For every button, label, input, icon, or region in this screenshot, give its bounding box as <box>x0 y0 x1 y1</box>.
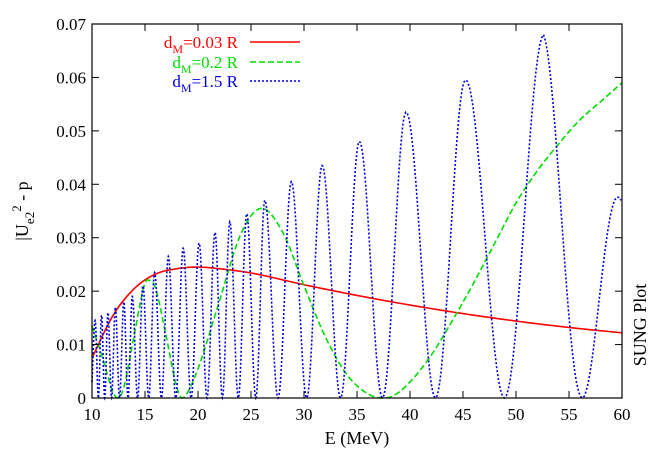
y-axis-title-tail: - p <box>12 181 32 205</box>
x-tick-label-15: 15 <box>137 405 154 424</box>
x-tick-label-10: 10 <box>84 405 101 424</box>
legend-label-tail-3: =1.5 R <box>192 72 239 91</box>
x-tick-label-55: 55 <box>561 405 578 424</box>
x-tick-label-20: 20 <box>190 405 207 424</box>
y-tick-label-0.06: 0.06 <box>56 68 86 87</box>
y-tick-label-0.07: 0.07 <box>56 15 86 34</box>
y-tick-label-0.04: 0.04 <box>56 175 86 194</box>
x-tick-label-45: 45 <box>455 405 472 424</box>
y-tick-label-0.02: 0.02 <box>56 282 86 301</box>
y-axis-title-main: |U <box>12 224 32 241</box>
x-tick-label-50: 50 <box>508 405 525 424</box>
watermark-sung-plot: SUNG Plot <box>630 284 650 367</box>
x-tick-label-30: 30 <box>296 405 313 424</box>
tick-labels-layer: 10 15 20 25 30 35 40 45 50 55 60 0 0.01 0.02 0.03 0.04 0… <box>56 15 630 424</box>
x-tick-label-35: 35 <box>349 405 366 424</box>
y-axis-title-sub: e2 <box>22 212 37 224</box>
legend: dM=0.03 RdM=0.2 RdM=1.5 R <box>164 33 300 95</box>
y-axis-title: |Ue22 - p <box>9 181 37 240</box>
x-tick-label-25: 25 <box>243 405 260 424</box>
series-line-2 <box>92 83 622 398</box>
y-tick-label-0: 0 <box>78 389 87 408</box>
legend-label-sub-2: M <box>181 62 192 76</box>
y-tick-label-0.03: 0.03 <box>56 229 86 248</box>
series-line-3 <box>92 35 621 398</box>
legend-label-sub-3: M <box>181 81 192 95</box>
y-tick-label-0.01: 0.01 <box>56 336 86 355</box>
x-tick-label-60: 60 <box>614 405 631 424</box>
legend-label-tail-2: =0.2 R <box>192 53 239 72</box>
y-tick-label-0.05: 0.05 <box>56 122 86 141</box>
x-tick-label-40: 40 <box>402 405 419 424</box>
legend-label-tail-1: =0.03 R <box>183 33 239 52</box>
x-axis-title: E (MeV) <box>325 428 389 449</box>
